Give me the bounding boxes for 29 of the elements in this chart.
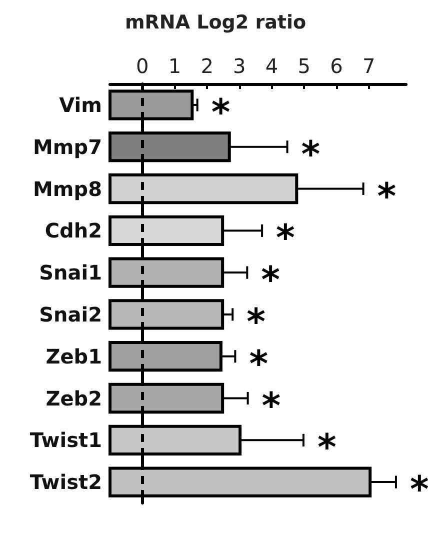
x-tick-label: 5 <box>298 54 310 78</box>
x-tick-label: 0 <box>136 54 149 78</box>
x-tick-label: 6 <box>330 54 343 78</box>
x-tick-label: 4 <box>265 54 278 78</box>
text: * <box>410 470 429 511</box>
annotation: * <box>249 344 268 385</box>
x-tick-label: 2 <box>200 54 214 78</box>
annotation: * <box>301 134 320 176</box>
x-tick-label: 3 <box>233 54 246 78</box>
y-tick-label: Snai1 <box>39 260 102 285</box>
y-tick-label: Snai2 <box>39 302 102 326</box>
annotation: * <box>377 176 396 218</box>
y-tick-label: Twist1 <box>30 428 102 452</box>
annotation: * <box>211 92 230 134</box>
annotation: * <box>317 428 336 469</box>
annotation: * <box>262 386 281 427</box>
y-tick-label: Mmp8 <box>33 176 102 201</box>
annotation: * <box>246 302 266 343</box>
y-tick-label: Vim <box>59 92 102 117</box>
annotation: * <box>276 218 296 260</box>
x-axis-title: mRNA Log2 ratio <box>125 12 306 34</box>
annotation: * <box>261 260 280 302</box>
x-tick-label: 7 <box>362 54 376 78</box>
y-tick-label: Zeb1 <box>46 344 102 368</box>
x-tick-label: 1 <box>168 54 182 78</box>
y-tick-label: Cdh2 <box>44 218 102 243</box>
y-tick-label: Mmp7 <box>33 134 102 159</box>
y-tick-label: Twist2 <box>30 470 102 494</box>
y-tick-label: Zeb2 <box>46 386 102 410</box>
